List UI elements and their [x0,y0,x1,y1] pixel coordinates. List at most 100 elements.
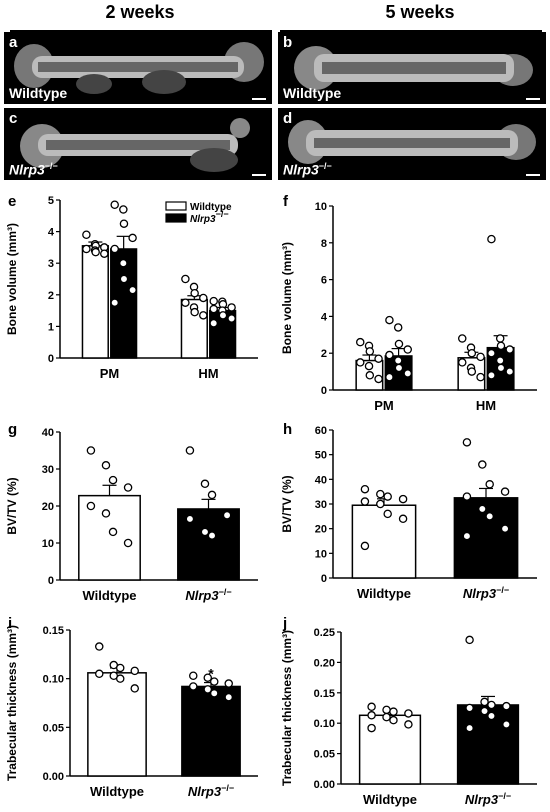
j-nlrp3-point [487,711,496,721]
e-pm-nlrp3-point [128,233,137,243]
h-nlrp3-point [462,531,472,541]
y-axis-label-e: Bone volume (mm³) [5,223,19,335]
x-tick-label-h: Wildtype [357,586,411,601]
j-wildtype-point [367,723,376,733]
x-tick-label-g: Wildtype [82,588,136,603]
i-nlrp3-point [209,689,219,698]
e-pm-nlrp3-point [119,258,128,268]
g-wildtype-point [101,509,111,518]
y-tick-label-e: 1 [48,321,54,333]
h-nlrp3-point [478,504,487,514]
e-hm-wildtype-point [199,311,208,320]
y-tick-label-e: 3 [48,258,54,270]
f-hm-nlrp3-point [505,345,514,354]
y-tick-label-f: 4 [321,311,328,323]
f-hm-nlrp3-point [505,367,514,376]
i-nlrp3-point [189,682,198,691]
header-2-weeks: 2 weeks [105,2,175,22]
j-wildtype-point [367,702,376,712]
femur-image-a [14,42,264,94]
f-hm-nlrp3-point [496,363,506,373]
i-wildtype-point [95,642,104,651]
y-tick-label-j: 0.00 [314,779,335,791]
panel-label-i: i [8,615,12,632]
j-wildtype-point [404,709,413,718]
e-hm-wildtype-point [190,288,199,298]
panel-b-genotype: Wildtype [283,85,342,101]
y-axis-label-f: Bone volume (mm³) [280,242,294,354]
j-nlrp3-point [465,703,474,713]
e-hm-wildtype-bar [180,298,208,359]
y-tick-label-g: 10 [42,538,54,550]
j-nlrp3-point [480,706,489,716]
h-wildtype-point [376,489,385,499]
f-pm-wildtype-point [356,337,365,347]
y-tick-label-g: 0 [48,575,54,587]
f-pm-wildtype-point [374,354,383,363]
g-wildtype-point [108,527,118,537]
f-hm-nlrp3-point [495,356,505,365]
legend-label-wildtype: Wildtype [190,202,232,213]
f-pm-nlrp3-point [385,350,394,360]
i-nlrp3-point [189,671,198,680]
h-wildtype-point [398,514,408,524]
g-wildtype-point [86,501,96,511]
x-tick-label-e: HM [198,366,218,381]
h-wildtype-point [398,494,408,504]
f-hm-nlrp3-point [487,371,496,380]
y-tick-label-g: 30 [42,464,54,476]
y-tick-label-j: 0.10 [314,718,335,730]
panel-a-genotype: Wildtype [9,85,68,101]
j-wildtype-point [367,711,376,720]
e-hm-wildtype-point [181,298,190,307]
y-axis-label-h: BV/TV (%) [280,475,294,532]
y-tick-label-i: 0.05 [43,722,64,734]
e-hm-nlrp3-point [218,311,228,320]
panel-label-b: b [283,34,293,51]
e-pm-nlrp3-point [119,219,129,228]
y-axis-label-i: Trabecular thickness (mm³) [5,625,19,781]
i-wildtype-point [95,669,104,679]
j-nlrp3-point [502,720,511,729]
e-pm-nlrp3-point [119,274,129,284]
j-wildtype-point [389,715,398,725]
e-hm-wildtype-point [199,293,208,303]
i-wildtype-point [115,663,125,673]
y-tick-label-g: 20 [42,501,54,513]
x-tick-label-f: HM [476,398,496,410]
f-hm-wildtype-point [476,372,485,382]
f-pm-nlrp3-point [385,372,394,382]
f-pm-nlrp3-point [394,339,404,349]
panel-label-d: d [283,110,293,127]
g-wildtype-point [108,475,118,485]
f-pm-nlrp3-point [394,363,404,373]
x-tick-label-j: Wildtype [363,792,417,807]
x-tick-label-i: Wildtype [90,784,144,799]
x-tick-label-f: PM [374,398,394,410]
f-hm-wildtype-point [476,352,485,362]
y-tick-label-h: 30 [315,499,327,511]
j-nlrp3-point [465,723,474,733]
header-rule-left [10,30,272,32]
scale-bar-d [526,174,540,176]
j-nlrp3-point [465,635,474,645]
f-hm-nlrp3-point [487,234,496,244]
h-nlrp3-point [485,480,494,489]
i-wildtype-point [130,684,139,693]
y-tick-label-j: 0.25 [314,627,335,639]
f-hm-nlrp3-point [495,334,505,343]
y-tick-label-i: 0.15 [43,625,64,637]
h-nlrp3-point [462,438,472,447]
f-hm-wildtype-point [458,334,467,343]
j-wildtype-point [382,712,391,722]
significance-marker-i: * [208,666,214,682]
e-hm-nlrp3-point [227,303,236,312]
f-hm-nlrp3-point [496,341,506,351]
h-nlrp3-point [500,524,510,533]
e-hm-nlrp3-point [227,314,236,323]
legend-swatch-wildtype [165,201,187,211]
g-nlrp3-point [207,490,217,500]
h-nlrp3-point [500,487,510,496]
